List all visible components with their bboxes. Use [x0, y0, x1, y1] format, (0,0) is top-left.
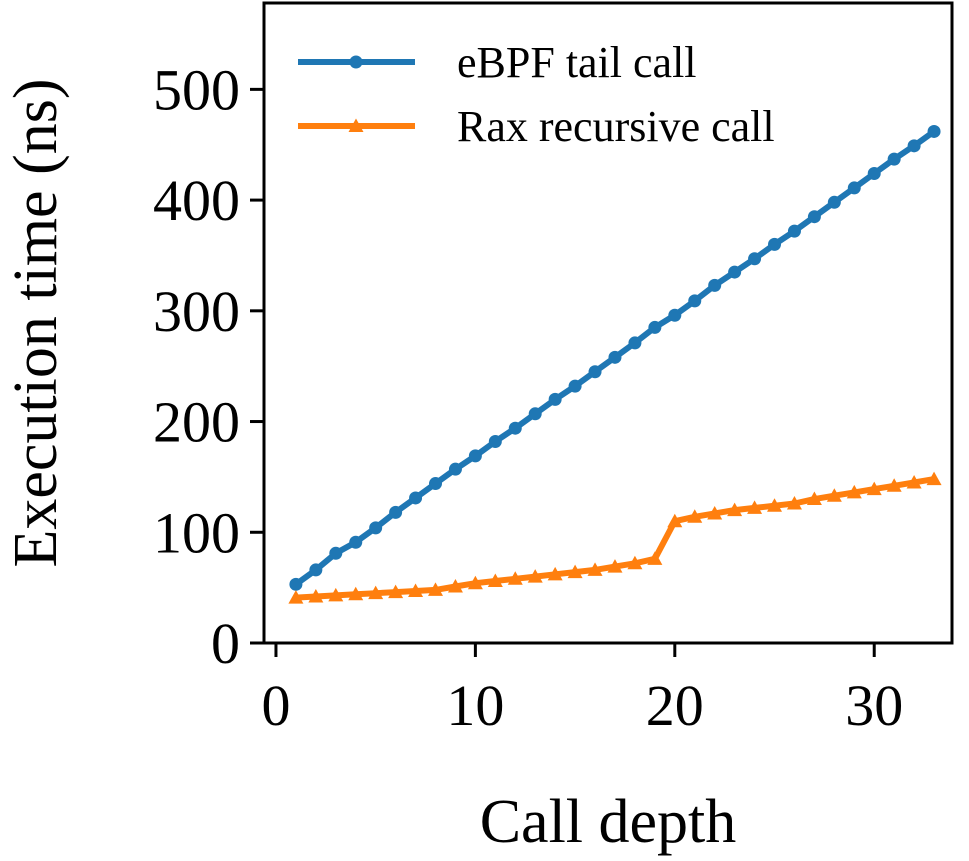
y-tick-label: 100	[153, 500, 240, 565]
data-point	[767, 498, 783, 512]
data-point	[668, 308, 682, 322]
y-tick-label: 200	[153, 390, 240, 455]
data-point	[627, 555, 643, 570]
data-point	[528, 407, 542, 421]
data-point	[368, 585, 384, 600]
legend-marker-rax	[348, 118, 364, 132]
data-point	[926, 471, 942, 486]
plot-frame	[262, 1, 954, 645]
data-point	[309, 563, 323, 577]
data-point	[807, 210, 821, 224]
data-point	[748, 252, 762, 266]
data-point	[667, 513, 683, 528]
data-point	[867, 167, 881, 181]
data-point	[847, 181, 861, 195]
data-point	[308, 588, 324, 603]
data-point	[349, 535, 363, 549]
series-rax-recursive-call	[288, 471, 942, 604]
data-point	[447, 579, 463, 593]
data-point	[708, 278, 722, 292]
y-tick-label: 400	[153, 168, 240, 233]
data-point	[547, 566, 563, 581]
x-tick-label: 0	[261, 673, 290, 738]
data-point	[728, 265, 742, 279]
series-ebpf-tail-call	[289, 124, 941, 591]
data-point	[927, 124, 941, 138]
data-point	[568, 379, 582, 393]
legend-marker	[349, 55, 363, 69]
data-point	[587, 562, 603, 576]
data-point	[467, 575, 483, 590]
data-point	[409, 491, 423, 505]
data-point	[846, 484, 862, 499]
data-point	[688, 294, 702, 308]
data-point	[826, 488, 842, 502]
y-tick-label: 0	[211, 611, 240, 676]
data-point	[507, 571, 523, 585]
data-point	[527, 569, 543, 583]
data-point	[389, 505, 403, 519]
y-axis-ticks: 0 100 200 300 400 500	[153, 57, 264, 676]
data-point	[887, 152, 901, 166]
data-point	[827, 195, 841, 209]
data-point	[567, 564, 583, 579]
data-point	[487, 573, 503, 587]
data-point	[608, 350, 622, 364]
data-point	[628, 336, 642, 350]
data-point	[328, 587, 344, 602]
legend-marker-ebpf	[349, 55, 363, 69]
data-point	[288, 590, 304, 604]
data-point	[787, 224, 801, 238]
data-point	[886, 478, 902, 492]
legend-entry-ebpf: eBPF tail call	[298, 38, 697, 87]
x-tick-label: 30	[845, 673, 903, 738]
data-point	[508, 421, 522, 435]
x-axis-label: Call depth	[480, 788, 737, 856]
chart-axes: 0 10 20 30 0 100 200 300 400 500 Call depth Exec…	[2, 1, 954, 856]
data-point	[548, 392, 562, 406]
x-tick-label: 20	[646, 673, 704, 738]
data-point	[687, 509, 703, 523]
y-tick-label: 300	[153, 279, 240, 344]
data-point	[647, 551, 663, 565]
legend: eBPF tail call Rax recursive call	[290, 28, 870, 168]
data-point	[866, 481, 882, 496]
y-tick-label: 500	[153, 57, 240, 122]
legend-entry-rax: Rax recursive call	[298, 102, 775, 151]
data-point	[428, 582, 444, 596]
data-point	[289, 577, 303, 591]
data-point	[588, 365, 602, 379]
data-point	[348, 586, 364, 601]
data-point	[408, 583, 424, 597]
chart-marks	[288, 124, 942, 604]
legend-label-rax: Rax recursive call	[457, 102, 775, 151]
data-point	[768, 237, 782, 251]
legend-frame	[290, 28, 870, 168]
legend-marker	[348, 118, 364, 132]
data-point	[468, 449, 482, 463]
data-point	[806, 491, 822, 506]
data-point	[707, 505, 723, 520]
data-point	[747, 500, 763, 514]
data-point	[388, 584, 404, 599]
data-point	[448, 462, 462, 476]
data-point	[488, 434, 502, 448]
data-point	[607, 559, 623, 573]
data-point	[369, 521, 383, 535]
data-point	[329, 546, 343, 560]
x-tick-label: 10	[446, 673, 504, 738]
data-point	[907, 139, 921, 153]
data-point	[429, 477, 443, 491]
data-point	[906, 474, 922, 489]
data-point	[727, 502, 743, 517]
data-point	[786, 495, 802, 510]
data-point	[648, 320, 662, 334]
legend-label-ebpf: eBPF tail call	[457, 38, 697, 87]
x-axis-ticks: 0 10 20 30	[261, 643, 903, 738]
y-axis-label: Execution time (ns)	[2, 79, 70, 568]
